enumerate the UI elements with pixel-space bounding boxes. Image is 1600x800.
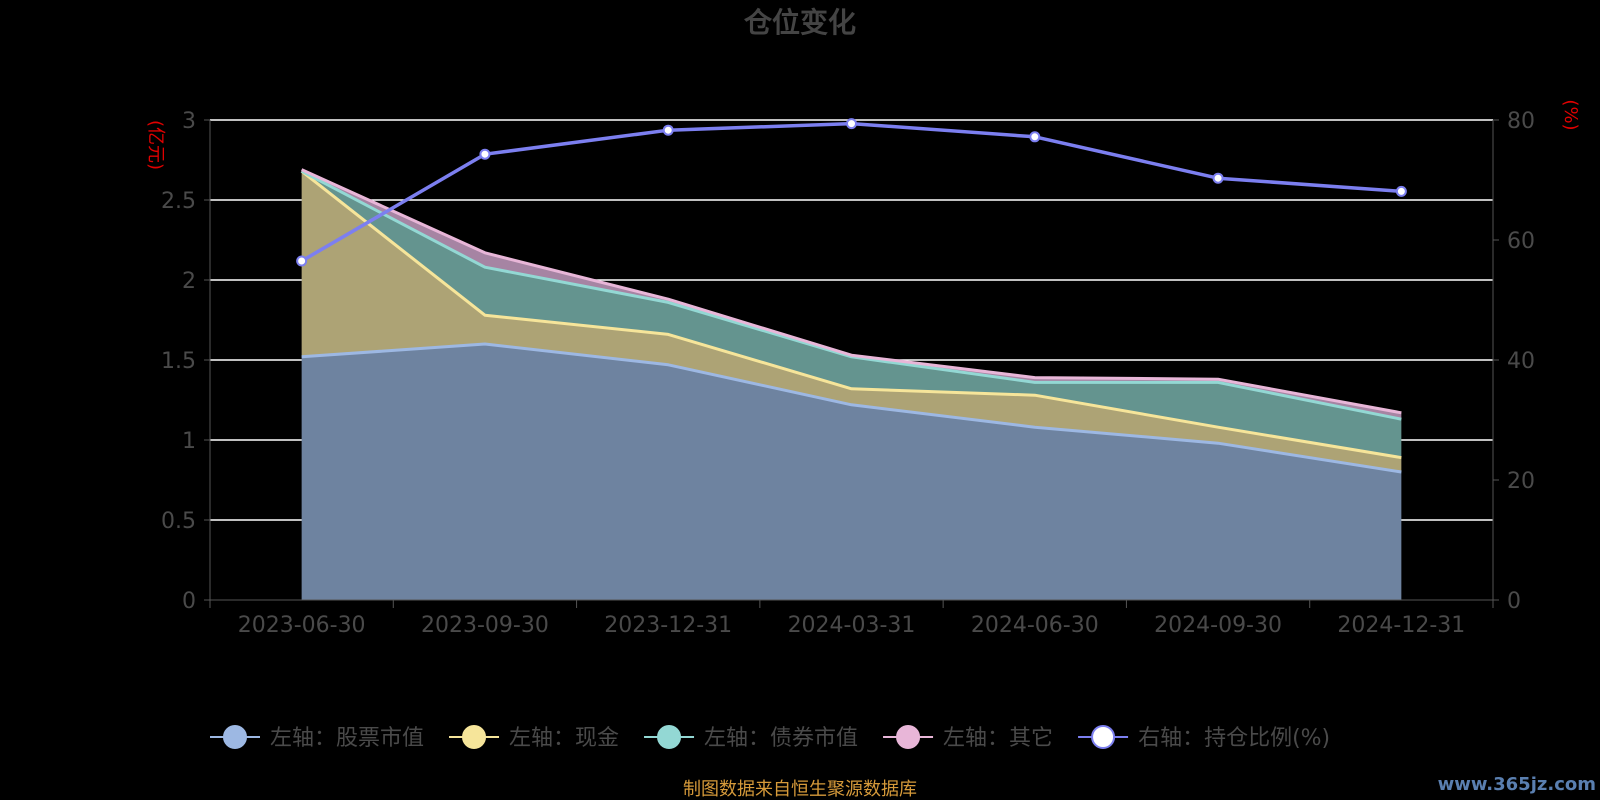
x-tick-label: 2024-06-30 bbox=[971, 613, 1099, 638]
ratio-point bbox=[846, 118, 857, 130]
legend: 左轴：股票市值 左轴：现金 左轴：债券市值 左轴：其它 右轴：持仓比例(%) bbox=[210, 725, 1330, 751]
area-other bbox=[301, 169, 1402, 420]
area-cash bbox=[301, 171, 1402, 472]
ratio-point bbox=[1212, 172, 1224, 184]
chart-title: 仓位变化 bbox=[744, 6, 856, 39]
area-bond bbox=[301, 171, 1402, 458]
ratio-point bbox=[662, 124, 674, 136]
ratio-point bbox=[479, 148, 491, 160]
legend-marker-stock bbox=[223, 725, 247, 749]
right-tick-label: 80 bbox=[1507, 109, 1535, 134]
watermark: www.365jz.com bbox=[1438, 774, 1596, 795]
right-tick-label: 20 bbox=[1507, 469, 1535, 494]
legend-marker-bond bbox=[657, 725, 682, 749]
area-stock bbox=[301, 344, 1402, 600]
x-tick-label: 2023-09-30 bbox=[421, 613, 549, 638]
right-tick-label: 0 bbox=[1507, 589, 1521, 614]
right-tick-label: 40 bbox=[1507, 349, 1535, 374]
x-tick-label: 2023-12-31 bbox=[604, 613, 732, 638]
data-source-footer: 制图数据来自恒生聚源数据库 bbox=[683, 779, 917, 800]
x-tick-label: 2024-03-31 bbox=[788, 613, 916, 638]
legend-marker-cash bbox=[462, 725, 487, 749]
left-tick-label: 3 bbox=[182, 109, 196, 134]
axes: 0 0.5 1 1.5 2 2.5 3 0 20 40 60 80 2023-06-30 2023-09-… bbox=[161, 109, 1535, 638]
right-axis-label: (%) bbox=[1560, 99, 1581, 130]
right-tick-label: 60 bbox=[1507, 229, 1535, 254]
left-tick-label: 0 bbox=[182, 589, 196, 614]
x-tick-label: 2024-09-30 bbox=[1154, 613, 1282, 638]
legend-label-cash: 左轴：现金 bbox=[509, 726, 619, 751]
line-ratio bbox=[300, 121, 1402, 263]
left-tick-label: 2.5 bbox=[161, 189, 196, 214]
legend-label-ratio: 右轴：持仓比例(%) bbox=[1138, 726, 1330, 751]
stacked-areas bbox=[301, 169, 1402, 600]
legend-marker-other bbox=[896, 725, 921, 749]
ratio-point bbox=[296, 255, 308, 267]
left-tick-label: 1 bbox=[182, 429, 196, 454]
left-tick-label: 0.5 bbox=[161, 509, 196, 534]
legend-label-bond: 左轴：债券市值 bbox=[704, 726, 858, 751]
legend-label-other: 左轴：其它 bbox=[943, 726, 1053, 751]
ratio-point bbox=[1395, 185, 1407, 197]
left-axis-label: (亿元) bbox=[145, 120, 166, 170]
x-tick-label: 2023-06-30 bbox=[238, 613, 366, 638]
line-bond bbox=[300, 169, 1402, 421]
legend-label-stock: 左轴：股票市值 bbox=[270, 726, 424, 751]
line-cash bbox=[300, 170, 1402, 460]
left-tick-label: 1.5 bbox=[161, 349, 196, 374]
legend-marker-ratio bbox=[1091, 725, 1116, 749]
left-tick-label: 2 bbox=[182, 269, 196, 294]
series-lines bbox=[296, 118, 1407, 474]
line-stock bbox=[301, 342, 1402, 474]
x-tick-label: 2024-12-31 bbox=[1337, 613, 1465, 638]
line-other bbox=[301, 168, 1402, 415]
ratio-point bbox=[1029, 131, 1041, 143]
